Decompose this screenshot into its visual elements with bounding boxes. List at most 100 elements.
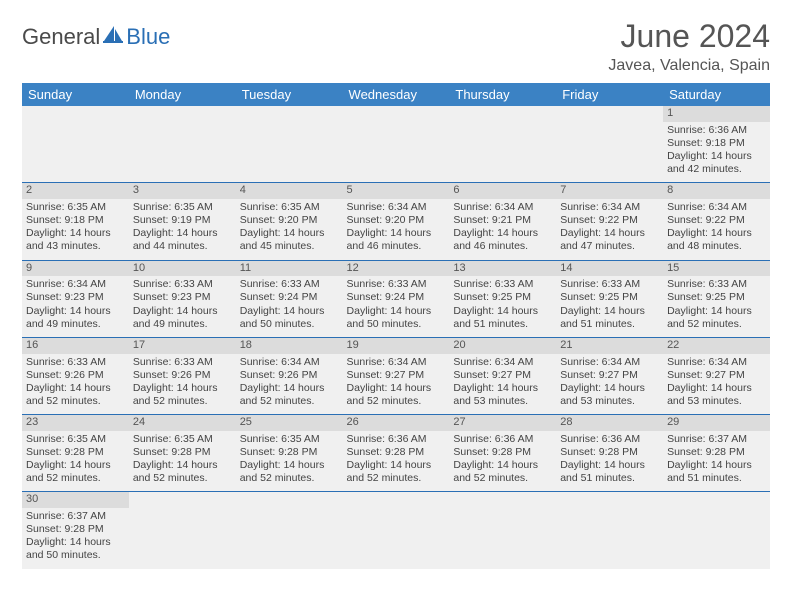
day-number: 4 <box>236 183 343 199</box>
sunset-text: Sunset: 9:23 PM <box>26 291 125 304</box>
calendar-empty <box>236 106 343 183</box>
calendar-day: 17Sunrise: 6:33 AMSunset: 9:26 PMDayligh… <box>129 337 236 414</box>
sunrise-text: Sunrise: 6:35 AM <box>240 433 339 446</box>
sunrise-text: Sunrise: 6:33 AM <box>133 278 232 291</box>
day-number: 23 <box>22 415 129 431</box>
sunset-text: Sunset: 9:23 PM <box>133 291 232 304</box>
day-number: 15 <box>663 261 770 277</box>
calendar-day: 20Sunrise: 6:34 AMSunset: 9:27 PMDayligh… <box>449 337 556 414</box>
sunrise-text: Sunrise: 6:34 AM <box>26 278 125 291</box>
calendar-day: 14Sunrise: 6:33 AMSunset: 9:25 PMDayligh… <box>556 260 663 337</box>
calendar-day: 13Sunrise: 6:33 AMSunset: 9:25 PMDayligh… <box>449 260 556 337</box>
sunset-text: Sunset: 9:27 PM <box>453 369 552 382</box>
sunrise-text: Sunrise: 6:33 AM <box>560 278 659 291</box>
day-number: 27 <box>449 415 556 431</box>
sunset-text: Sunset: 9:28 PM <box>560 446 659 459</box>
daylight-text: and 52 minutes. <box>26 395 125 408</box>
calendar-day: 12Sunrise: 6:33 AMSunset: 9:24 PMDayligh… <box>343 260 450 337</box>
sunset-text: Sunset: 9:22 PM <box>667 214 766 227</box>
daylight-text: and 51 minutes. <box>453 318 552 331</box>
daylight-text: Daylight: 14 hours <box>133 382 232 395</box>
daylight-text: Daylight: 14 hours <box>240 305 339 318</box>
header: General Blue June 2024 Javea, Valencia, … <box>22 18 770 75</box>
daylight-text: and 53 minutes. <box>560 395 659 408</box>
sunrise-text: Sunrise: 6:36 AM <box>453 433 552 446</box>
daylight-text: and 43 minutes. <box>26 240 125 253</box>
sunrise-text: Sunrise: 6:34 AM <box>240 356 339 369</box>
day-number: 6 <box>449 183 556 199</box>
day-number: 17 <box>129 338 236 354</box>
calendar-week: 23Sunrise: 6:35 AMSunset: 9:28 PMDayligh… <box>22 415 770 492</box>
daylight-text: Daylight: 14 hours <box>347 459 446 472</box>
sunset-text: Sunset: 9:22 PM <box>560 214 659 227</box>
month-title: June 2024 <box>608 18 770 55</box>
sunset-text: Sunset: 9:28 PM <box>133 446 232 459</box>
calendar-day: 29Sunrise: 6:37 AMSunset: 9:28 PMDayligh… <box>663 415 770 492</box>
sail-icon <box>102 24 124 50</box>
calendar-day: 3Sunrise: 6:35 AMSunset: 9:19 PMDaylight… <box>129 183 236 260</box>
calendar-day: 2Sunrise: 6:35 AMSunset: 9:18 PMDaylight… <box>22 183 129 260</box>
daylight-text: Daylight: 14 hours <box>26 536 125 549</box>
calendar-head: SundayMondayTuesdayWednesdayThursdayFrid… <box>22 83 770 106</box>
sunrise-text: Sunrise: 6:35 AM <box>133 201 232 214</box>
sunset-text: Sunset: 9:28 PM <box>347 446 446 459</box>
calendar-body: 1Sunrise: 6:36 AMSunset: 9:18 PMDaylight… <box>22 106 770 569</box>
sunrise-text: Sunrise: 6:34 AM <box>453 201 552 214</box>
sunset-text: Sunset: 9:25 PM <box>667 291 766 304</box>
calendar-empty <box>343 106 450 183</box>
sunrise-text: Sunrise: 6:34 AM <box>453 356 552 369</box>
calendar-day: 25Sunrise: 6:35 AMSunset: 9:28 PMDayligh… <box>236 415 343 492</box>
daylight-text: Daylight: 14 hours <box>26 305 125 318</box>
day-number: 18 <box>236 338 343 354</box>
sunset-text: Sunset: 9:28 PM <box>453 446 552 459</box>
calendar-empty <box>449 106 556 183</box>
weekday-header: Wednesday <box>343 83 450 106</box>
day-number: 3 <box>129 183 236 199</box>
daylight-text: and 51 minutes. <box>560 318 659 331</box>
calendar-day: 10Sunrise: 6:33 AMSunset: 9:23 PMDayligh… <box>129 260 236 337</box>
daylight-text: and 50 minutes. <box>26 549 125 562</box>
daylight-text: and 51 minutes. <box>667 472 766 485</box>
calendar-day: 26Sunrise: 6:36 AMSunset: 9:28 PMDayligh… <box>343 415 450 492</box>
day-number: 11 <box>236 261 343 277</box>
daylight-text: Daylight: 14 hours <box>26 382 125 395</box>
calendar-day: 8Sunrise: 6:34 AMSunset: 9:22 PMDaylight… <box>663 183 770 260</box>
daylight-text: and 48 minutes. <box>667 240 766 253</box>
calendar-day: 6Sunrise: 6:34 AMSunset: 9:21 PMDaylight… <box>449 183 556 260</box>
calendar-day: 4Sunrise: 6:35 AMSunset: 9:20 PMDaylight… <box>236 183 343 260</box>
calendar-day: 16Sunrise: 6:33 AMSunset: 9:26 PMDayligh… <box>22 337 129 414</box>
weekday-header: Friday <box>556 83 663 106</box>
day-number: 8 <box>663 183 770 199</box>
sunrise-text: Sunrise: 6:34 AM <box>560 356 659 369</box>
calendar-day: 1Sunrise: 6:36 AMSunset: 9:18 PMDaylight… <box>663 106 770 183</box>
calendar-empty <box>663 492 770 569</box>
daylight-text: and 52 minutes. <box>240 395 339 408</box>
daylight-text: and 42 minutes. <box>667 163 766 176</box>
calendar-empty <box>129 106 236 183</box>
sunrise-text: Sunrise: 6:33 AM <box>133 356 232 369</box>
sunrise-text: Sunrise: 6:33 AM <box>453 278 552 291</box>
daylight-text: Daylight: 14 hours <box>347 227 446 240</box>
sunset-text: Sunset: 9:20 PM <box>347 214 446 227</box>
sunset-text: Sunset: 9:26 PM <box>26 369 125 382</box>
daylight-text: and 49 minutes. <box>26 318 125 331</box>
calendar-empty <box>556 492 663 569</box>
calendar-day: 15Sunrise: 6:33 AMSunset: 9:25 PMDayligh… <box>663 260 770 337</box>
sunset-text: Sunset: 9:28 PM <box>240 446 339 459</box>
weekday-header: Sunday <box>22 83 129 106</box>
calendar-empty <box>343 492 450 569</box>
daylight-text: and 53 minutes. <box>453 395 552 408</box>
calendar-day: 19Sunrise: 6:34 AMSunset: 9:27 PMDayligh… <box>343 337 450 414</box>
daylight-text: Daylight: 14 hours <box>667 459 766 472</box>
calendar-day: 22Sunrise: 6:34 AMSunset: 9:27 PMDayligh… <box>663 337 770 414</box>
daylight-text: Daylight: 14 hours <box>560 227 659 240</box>
brand-part1: General <box>22 24 100 50</box>
sunset-text: Sunset: 9:18 PM <box>667 137 766 150</box>
weekday-header: Tuesday <box>236 83 343 106</box>
sunset-text: Sunset: 9:27 PM <box>347 369 446 382</box>
daylight-text: and 52 minutes. <box>26 472 125 485</box>
day-number: 28 <box>556 415 663 431</box>
calendar-empty <box>556 106 663 183</box>
calendar-week: 16Sunrise: 6:33 AMSunset: 9:26 PMDayligh… <box>22 337 770 414</box>
calendar-day: 7Sunrise: 6:34 AMSunset: 9:22 PMDaylight… <box>556 183 663 260</box>
